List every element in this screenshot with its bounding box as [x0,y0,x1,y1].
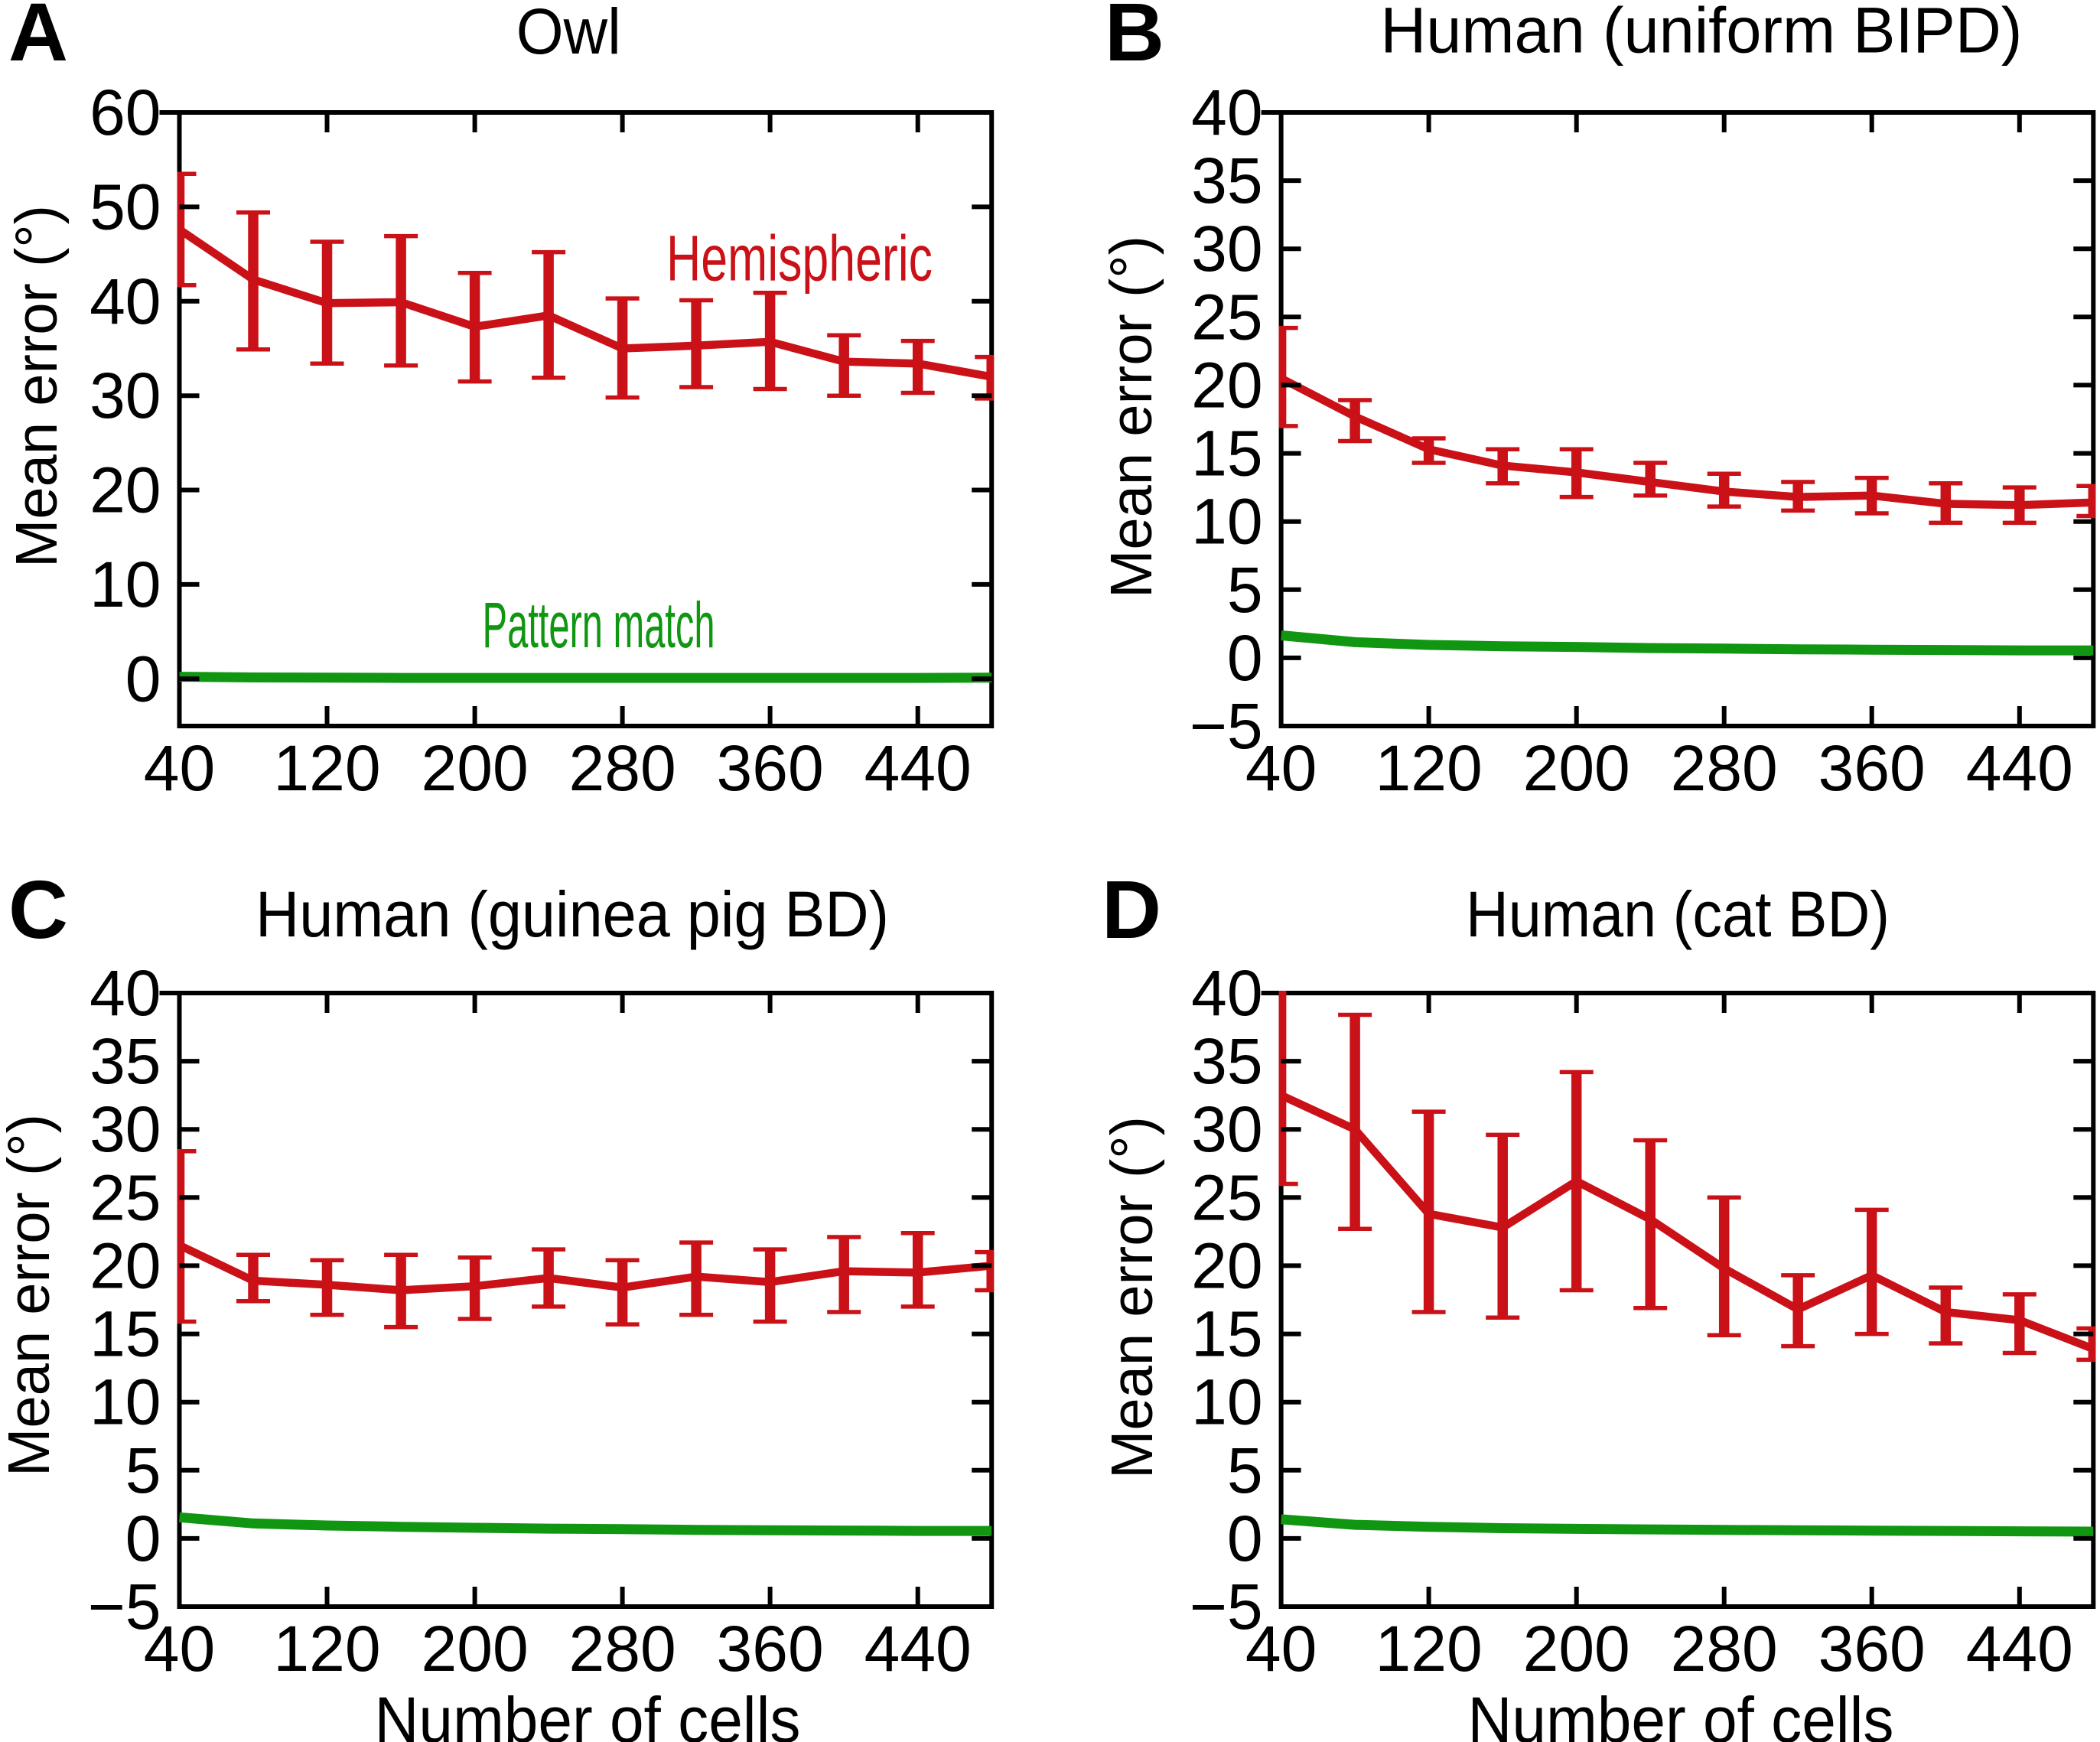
svg-text:50: 50 [90,171,161,243]
svg-text:30: 30 [1191,213,1262,285]
svg-text:440: 440 [864,1613,972,1685]
svg-text:20: 20 [1191,349,1262,421]
svg-text:5: 5 [1227,554,1263,626]
svg-text:35: 35 [1191,145,1262,217]
svg-text:Pattern match: Pattern match [483,589,715,661]
svg-text:280: 280 [569,1613,676,1685]
svg-text:10: 10 [90,1366,161,1438]
svg-text:40: 40 [144,732,215,804]
svg-text:40: 40 [144,1613,215,1685]
svg-text:10: 10 [1191,1366,1262,1438]
svg-text:280: 280 [569,732,676,804]
svg-text:35: 35 [1191,1025,1262,1097]
svg-text:440: 440 [1966,732,2073,804]
svg-text:30: 30 [90,1093,161,1165]
svg-text:40: 40 [1245,732,1317,804]
svg-text:40: 40 [90,957,161,1029]
svg-text:200: 200 [1523,732,1630,804]
svg-text:Mean error (°): Mean error (°) [4,205,70,568]
svg-text:40: 40 [90,265,161,337]
svg-text:A: A [8,0,68,78]
svg-text:0: 0 [125,643,161,715]
svg-text:120: 120 [273,1613,380,1685]
svg-text:0: 0 [1227,622,1263,694]
svg-text:10: 10 [90,549,161,620]
svg-text:−5: −5 [88,1571,161,1643]
svg-text:Mean error (°): Mean error (°) [1099,236,1164,598]
svg-text:280: 280 [1671,1613,1778,1685]
svg-text:25: 25 [1191,1161,1262,1233]
svg-text:360: 360 [717,732,824,804]
svg-text:25: 25 [1191,281,1262,353]
svg-text:360: 360 [1818,1613,1926,1685]
svg-text:5: 5 [125,1434,161,1506]
svg-text:15: 15 [1191,418,1262,490]
svg-text:Mean error (°): Mean error (°) [0,1114,62,1477]
svg-text:5: 5 [1227,1434,1263,1506]
svg-text:40: 40 [1191,957,1262,1029]
svg-text:200: 200 [1523,1613,1630,1685]
svg-text:30: 30 [90,360,161,431]
svg-text:B: B [1105,0,1164,78]
svg-text:Number of cells: Number of cells [375,1684,801,1742]
svg-text:Hemispheric: Hemispheric [666,223,933,295]
svg-text:360: 360 [1818,732,1926,804]
svg-text:35: 35 [90,1025,161,1097]
svg-text:200: 200 [422,732,529,804]
svg-text:15: 15 [1191,1298,1262,1370]
svg-text:440: 440 [864,732,972,804]
svg-text:Owl: Owl [516,0,621,67]
svg-text:−5: −5 [1190,690,1263,762]
svg-text:60: 60 [90,77,161,148]
svg-text:200: 200 [422,1613,529,1685]
svg-text:20: 20 [90,1229,161,1301]
svg-text:120: 120 [1376,1613,1483,1685]
svg-text:20: 20 [1191,1229,1262,1301]
svg-text:D: D [1102,863,1161,956]
svg-text:−5: −5 [1190,1571,1263,1643]
svg-text:30: 30 [1191,1093,1262,1165]
svg-text:C: C [8,863,68,956]
svg-text:Mean error (°): Mean error (°) [1099,1116,1165,1479]
svg-text:40: 40 [1245,1613,1317,1685]
svg-text:360: 360 [717,1613,824,1685]
svg-text:0: 0 [125,1503,161,1574]
svg-text:20: 20 [90,454,161,526]
svg-text:0: 0 [1227,1503,1263,1574]
svg-text:280: 280 [1671,732,1778,804]
svg-text:40: 40 [1191,77,1262,148]
svg-text:Human (guinea pig BD): Human (guinea pig BD) [256,878,889,950]
svg-text:120: 120 [273,732,380,804]
svg-text:25: 25 [90,1161,161,1233]
svg-text:Human (cat BD): Human (cat BD) [1466,878,1890,950]
svg-text:10: 10 [1191,486,1262,558]
svg-text:Number of cells: Number of cells [1468,1684,1894,1742]
svg-text:120: 120 [1376,732,1483,804]
svg-text:Human (uniform BIPD): Human (uniform BIPD) [1380,0,2022,67]
svg-text:15: 15 [90,1298,161,1370]
svg-text:440: 440 [1966,1613,2073,1685]
